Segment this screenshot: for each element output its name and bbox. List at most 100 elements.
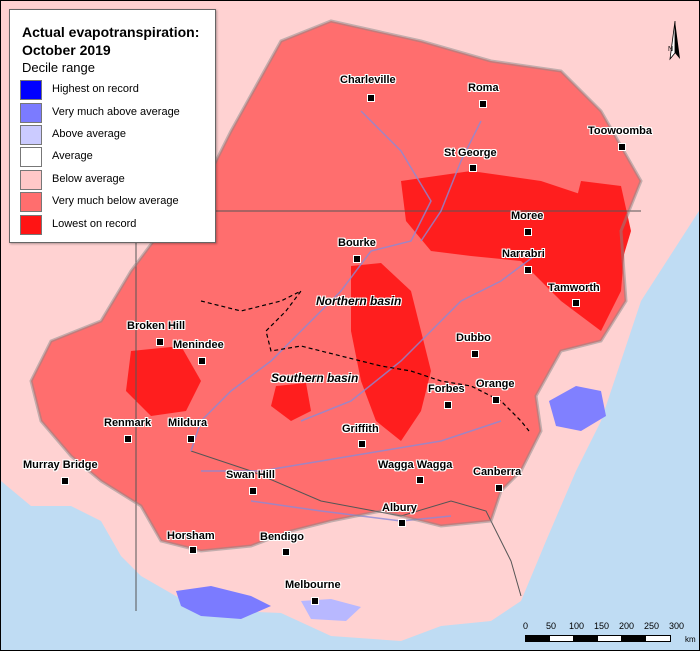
- scale-segment-2: [549, 635, 575, 642]
- scale-segment-1: [525, 635, 551, 642]
- lowest-patch-southwest: [271, 383, 311, 421]
- above-average-patch-east: [549, 386, 606, 431]
- place-marker-charleville: [367, 94, 375, 102]
- place-label-roma: Roma: [468, 82, 499, 94]
- place-label-menindee: Menindee: [173, 339, 224, 351]
- place-marker-moree: [524, 228, 532, 236]
- lowest-patch-east: [571, 181, 631, 311]
- legend-title: Actual evapotranspiration:: [22, 24, 200, 40]
- scale-unit: km: [685, 635, 696, 644]
- legend-label-highest: Highest on record: [52, 83, 139, 95]
- place-label-orange: Orange: [476, 378, 515, 390]
- scale-tick-0: 0: [523, 621, 529, 631]
- place-marker-bourke: [353, 255, 361, 263]
- place-marker-orange: [492, 396, 500, 404]
- scale-tick-100: 100: [569, 621, 585, 631]
- place-marker-canberra: [495, 484, 503, 492]
- north-arrow-label: N: [668, 46, 673, 53]
- place-marker-griffith: [358, 440, 366, 448]
- legend-item-above: Above average: [20, 125, 210, 145]
- place-marker-renmark: [124, 435, 132, 443]
- place-label-horsham: Horsham: [167, 530, 215, 542]
- place-marker-dubbo: [471, 350, 479, 358]
- place-label-narrabri: Narrabri: [502, 248, 545, 260]
- place-label-bourke: Bourke: [338, 237, 376, 249]
- legend-label-lowest: Lowest on record: [52, 218, 137, 230]
- legend: Actual evapotranspiration: October 2019 …: [9, 9, 216, 243]
- legend-swatch-very-much-below: [20, 192, 42, 212]
- legend-swatch-below: [20, 170, 42, 190]
- legend-swatch-very-much-above: [20, 103, 42, 123]
- legend-label-average: Average: [52, 150, 93, 162]
- scale-tick-200: 200: [619, 621, 635, 631]
- place-marker-narrabri: [524, 266, 532, 274]
- place-label-moree: Moree: [511, 210, 544, 222]
- place-marker-horsham: [189, 546, 197, 554]
- place-marker-menindee: [198, 357, 206, 365]
- place-label-albury: Albury: [382, 502, 417, 514]
- scale-tick-300: 300: [669, 621, 685, 631]
- legend-label-very-much-below: Very much below average: [52, 195, 179, 207]
- place-label-renmark: Renmark: [104, 417, 152, 429]
- legend-item-below: Below average: [20, 170, 210, 190]
- legend-swatch-lowest: [20, 215, 42, 235]
- place-label-forbes: Forbes: [428, 383, 465, 395]
- scale-tick-50: 50: [546, 621, 557, 631]
- legend-item-lowest: Lowest on record: [20, 215, 210, 235]
- legend-swatch-highest: [20, 80, 42, 100]
- place-marker-bendigo: [282, 548, 290, 556]
- lowest-patch-central: [351, 263, 431, 441]
- legend-label-very-much-above: Very much above average: [52, 106, 180, 118]
- place-label-mildura: Mildura: [168, 417, 208, 429]
- legend-item-average: Average: [20, 147, 210, 167]
- place-label-bendigo: Bendigo: [260, 531, 304, 543]
- place-label-melbourne: Melbourne: [285, 579, 341, 591]
- basin-outline: [29, 19, 643, 553]
- north-arrow-icon: N: [668, 20, 680, 61]
- above-average-patch-south: [176, 586, 271, 619]
- place-label-dubbo: Dubbo: [456, 332, 491, 344]
- place-marker-tamworth: [572, 299, 580, 307]
- place-marker-murray-bridge: [61, 477, 69, 485]
- place-marker-swan-hill: [249, 487, 257, 495]
- southern-basin-label: Southern basin: [271, 371, 359, 385]
- place-label-broken-hill: Broken Hill: [127, 320, 186, 332]
- place-label-wagga-wagga: Wagga Wagga: [378, 459, 453, 471]
- northern-basin-label: Northern basin: [316, 294, 402, 308]
- place-marker-melbourne: [311, 597, 319, 605]
- place-label-tamworth: Tamworth: [548, 282, 600, 294]
- legend-subtitle: Decile range: [22, 60, 95, 75]
- place-marker-wagga-wagga: [416, 476, 424, 484]
- scale-tick-150: 150: [594, 621, 610, 631]
- place-marker-forbes: [444, 401, 452, 409]
- place-marker-albury: [398, 519, 406, 527]
- lowest-patch-west: [126, 346, 201, 416]
- legend-item-highest: Highest on record: [20, 80, 210, 100]
- scale-bar: 0 50 100 150 200 250 300 km: [521, 621, 696, 647]
- place-marker-toowoomba: [618, 143, 626, 151]
- legend-swatch-above: [20, 125, 42, 145]
- legend-label-below: Below average: [52, 173, 125, 185]
- place-label-canberra: Canberra: [473, 466, 522, 478]
- place-marker-broken-hill: [156, 338, 164, 346]
- legend-label-above: Above average: [52, 128, 126, 140]
- place-label-st-george: St George: [444, 147, 497, 159]
- place-label-charleville: Charleville: [340, 74, 396, 86]
- place-label-swan-hill: Swan Hill: [226, 469, 275, 481]
- basin-area: [31, 21, 641, 551]
- scale-segment-4: [597, 635, 623, 642]
- place-label-toowoomba: Toowoomba: [588, 125, 652, 137]
- scale-tick-250: 250: [644, 621, 660, 631]
- legend-item-very-much-above: Very much above average: [20, 103, 210, 123]
- state-border-vic: [190, 450, 522, 597]
- northern-basin-boundary: [200, 290, 530, 432]
- scale-segment-6: [645, 635, 671, 642]
- place-label-griffith: Griffith: [342, 423, 379, 435]
- place-label-murray-bridge: Murray Bridge: [23, 459, 98, 471]
- place-marker-mildura: [187, 435, 195, 443]
- place-marker-st-george: [469, 164, 477, 172]
- legend-swatch-average: [20, 147, 42, 167]
- legend-item-very-much-below: Very much below average: [20, 192, 210, 212]
- scale-segment-3: [573, 635, 599, 642]
